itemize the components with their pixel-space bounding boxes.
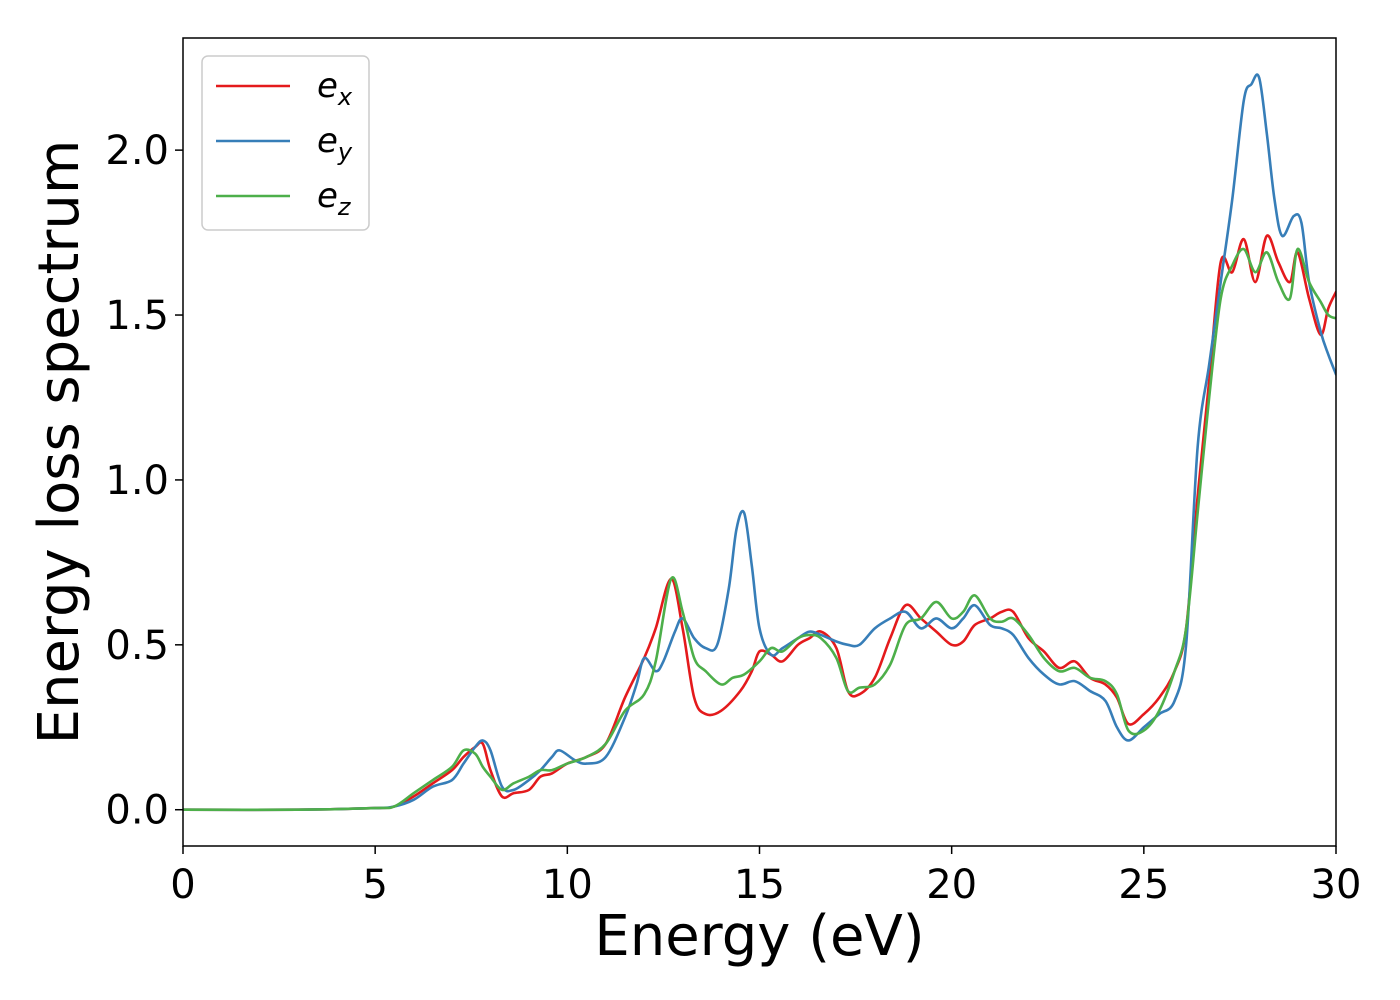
y-axis-ticks: 0.0 0.5 1.0 1.5 2.0 [105, 128, 183, 834]
x-tick-label: 30 [1311, 862, 1362, 908]
legend-label-ex: ex [317, 66, 353, 111]
legend-label-ey: ey [317, 121, 353, 166]
x-tick-label: 20 [926, 862, 977, 908]
y-axis-label: Energy loss spectrum [27, 140, 92, 745]
y-tick-label: 1.0 [105, 458, 169, 504]
legend-box [201, 55, 370, 231]
plot-lines [183, 73, 1336, 812]
series-line-ex [183, 234, 1336, 812]
x-tick-label: 10 [542, 862, 593, 908]
x-tick-label: 25 [1118, 862, 1169, 908]
x-tick-label: 15 [734, 862, 785, 908]
x-tick-label: 0 [170, 862, 195, 908]
x-axis-label: Energy (eV) [594, 904, 924, 969]
x-axis-ticks: 0 5 10 15 20 25 30 [170, 846, 1361, 908]
series-line-ey [183, 73, 1336, 812]
y-tick-label: 2.0 [105, 128, 169, 174]
y-tick-label: 0.0 [105, 788, 169, 834]
x-tick-label: 5 [362, 862, 387, 908]
y-tick-label: 0.5 [105, 623, 169, 669]
legend: ex ey ez [201, 55, 370, 231]
series-line-ez [183, 247, 1336, 812]
legend-label-ez: ez [317, 176, 352, 221]
y-tick-label: 1.5 [105, 293, 169, 339]
